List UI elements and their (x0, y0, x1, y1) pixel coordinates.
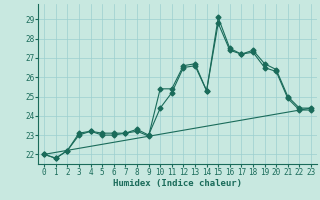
X-axis label: Humidex (Indice chaleur): Humidex (Indice chaleur) (113, 179, 242, 188)
